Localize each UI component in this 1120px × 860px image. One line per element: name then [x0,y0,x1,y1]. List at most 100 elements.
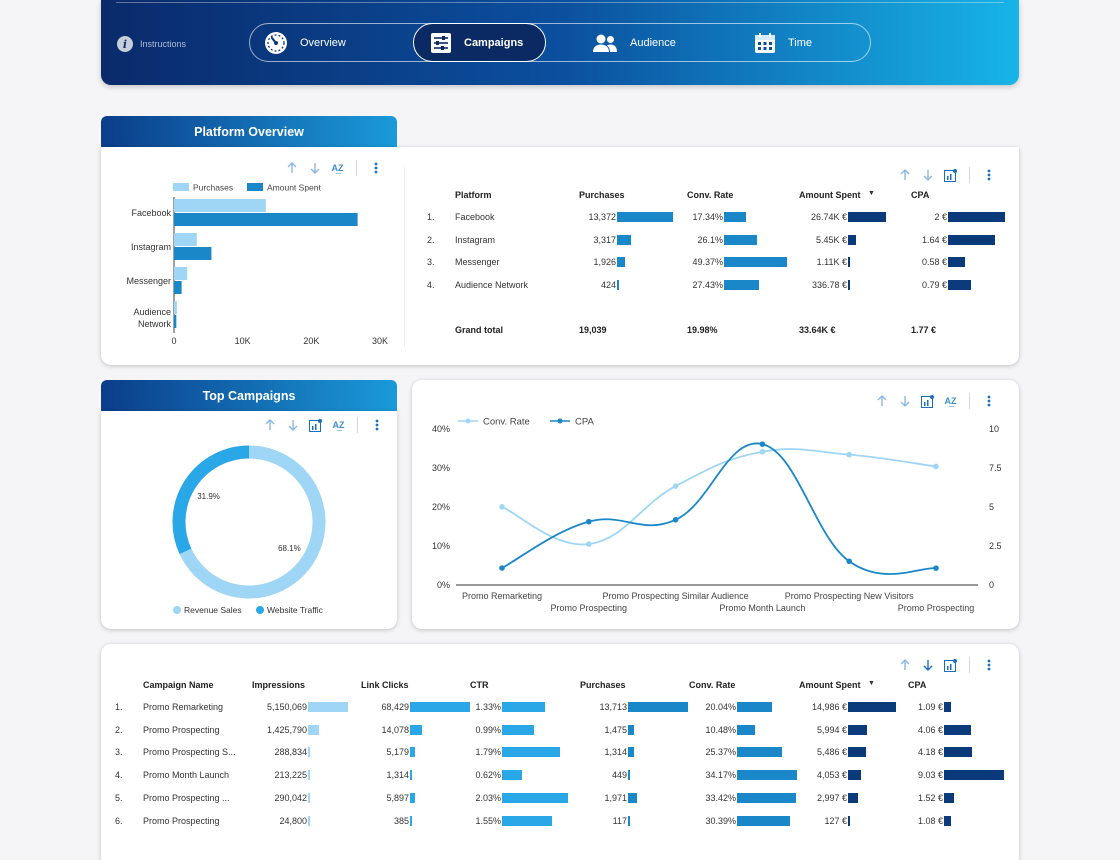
campaign-name[interactable]: Promo Prospecting [143,815,220,826]
data-point[interactable] [933,463,939,470]
chart-settings-icon[interactable] [943,658,958,673]
bar-purchases[interactable] [174,233,197,246]
donut-slice[interactable] [172,445,250,555]
column-header[interactable]: Purchases [579,190,625,200]
campaign-name[interactable]: Promo Remarketing [143,702,224,712]
row-index: 4. [115,770,123,781]
more-options-icon[interactable] [369,418,384,433]
sort-ascending-icon[interactable] [284,161,299,176]
x-category-label: Promo Prospecting [551,603,628,613]
column-header[interactable]: CTR [470,680,489,690]
cell-value: 0.62% [475,770,501,781]
table-cell-spent: 26.74K € [781,210,886,224]
column-header[interactable]: Campaign Name [143,680,214,690]
x-category-label: Promo Month Launch [719,603,805,613]
sort-az-icon[interactable]: A͢Z [944,396,957,406]
calendar-icon [755,32,775,53]
sort-descending-icon[interactable] [285,418,300,433]
sort-indicator-icon[interactable]: ▼ [868,190,875,197]
column-header[interactable]: Amount Spent [799,680,861,690]
data-point[interactable] [586,541,592,547]
bar-purchases[interactable] [174,267,188,280]
column-header[interactable]: Impressions [252,680,306,690]
chart-settings-icon[interactable] [308,418,323,433]
donut-slice[interactable] [179,445,326,599]
column-header[interactable]: Link Clicks [361,680,409,690]
table-cell-conv: 33.42% [673,791,796,805]
sort-ascending-icon[interactable] [897,658,912,673]
nav-time[interactable]: Time [754,23,864,62]
x-tick-label: 10K [235,336,251,346]
sort-az-icon[interactable]: A͢Z [331,163,344,173]
column-header[interactable]: Amount Spent [799,190,861,200]
more-options-icon[interactable] [981,658,996,673]
more-options-icon[interactable] [368,161,383,176]
bar-purchases[interactable] [174,301,177,314]
cell-bar [628,815,630,826]
sort-ascending-icon[interactable] [262,418,277,433]
bar-amount-spent[interactable] [174,247,212,260]
chart-settings-icon[interactable] [943,168,958,183]
data-point[interactable] [759,448,766,455]
series-line-cpa[interactable] [501,442,937,575]
campaign-name[interactable]: Promo Month Launch [143,770,230,781]
campaign-name[interactable]: Promo Prospecting [143,724,220,735]
sort-descending-icon[interactable] [307,161,322,176]
nav-overview[interactable]: Overview [264,23,414,62]
category-label: Network [138,319,172,329]
bar-amount-spent[interactable] [174,281,182,294]
sort-descending-icon[interactable] [920,658,935,673]
y-left-tick: 40% [432,424,450,434]
more-options-icon[interactable] [981,394,996,409]
cell-value: 3,317 [593,234,616,245]
bar-amount-spent[interactable] [174,213,358,226]
data-point[interactable] [672,516,679,523]
campaign-name[interactable]: Promo Prospecting S... [143,747,236,758]
data-point[interactable] [586,518,592,525]
more-options-icon[interactable] [981,168,996,183]
info-icon: i [117,36,133,52]
chart-settings-icon[interactable] [920,394,935,409]
cell-value: 1.11K € [816,257,847,268]
data-point[interactable] [499,565,505,571]
data-point[interactable] [499,504,505,510]
column-header[interactable]: Conv. Rate [689,680,736,690]
column-header[interactable]: Conv. Rate [687,190,734,200]
table-cell-cpa: 2 € [891,210,1005,224]
platform-overview-card: A͢Z Purchases Amount Spent Facebook Instagr… [101,147,1019,365]
table-cell-conv: 25.37% [673,745,782,759]
cell-bar [724,280,759,291]
cell-value: 14,986 € [811,702,847,712]
data-point[interactable] [933,565,939,571]
column-header[interactable]: CPA [908,680,927,690]
nav-campaigns[interactable]: Campaigns [413,23,546,62]
series-line-conv-rate[interactable] [501,448,937,546]
instructions-link[interactable]: i Instructions [117,36,186,52]
data-point[interactable] [846,558,852,565]
sort-az-icon[interactable]: A͢Z [332,420,345,430]
nav-audience[interactable]: Audience [592,23,722,62]
data-point[interactable] [759,441,766,447]
instructions-label: Instructions [140,39,187,49]
campaign-name[interactable]: Promo Prospecting ... [143,792,230,803]
bar-purchases[interactable] [174,199,266,212]
grand-total-conv: 19.98% [687,325,718,335]
cell-value: 2 € [934,212,947,222]
data-point[interactable] [846,451,852,458]
data-point[interactable] [672,483,679,489]
column-header[interactable]: Platform [455,190,492,200]
sort-indicator-icon[interactable]: ▼ [868,680,875,687]
column-header[interactable]: CPA [911,190,930,200]
sort-ascending-icon[interactable] [897,168,912,183]
table-cell-clicks: 5,897 [343,791,416,805]
bar-amount-spent[interactable] [174,315,177,328]
cell-value: 1.55% [475,815,501,826]
cell-bar [628,792,637,803]
sort-descending-icon[interactable] [897,394,912,409]
category-label: Messenger [126,276,171,286]
sort-descending-icon[interactable] [920,168,935,183]
column-header[interactable]: Purchases [580,680,626,690]
x-category-label: Promo Prospecting [898,603,975,613]
sort-ascending-icon[interactable] [874,394,889,409]
table-cell-ctr: 1.55% [453,814,553,828]
